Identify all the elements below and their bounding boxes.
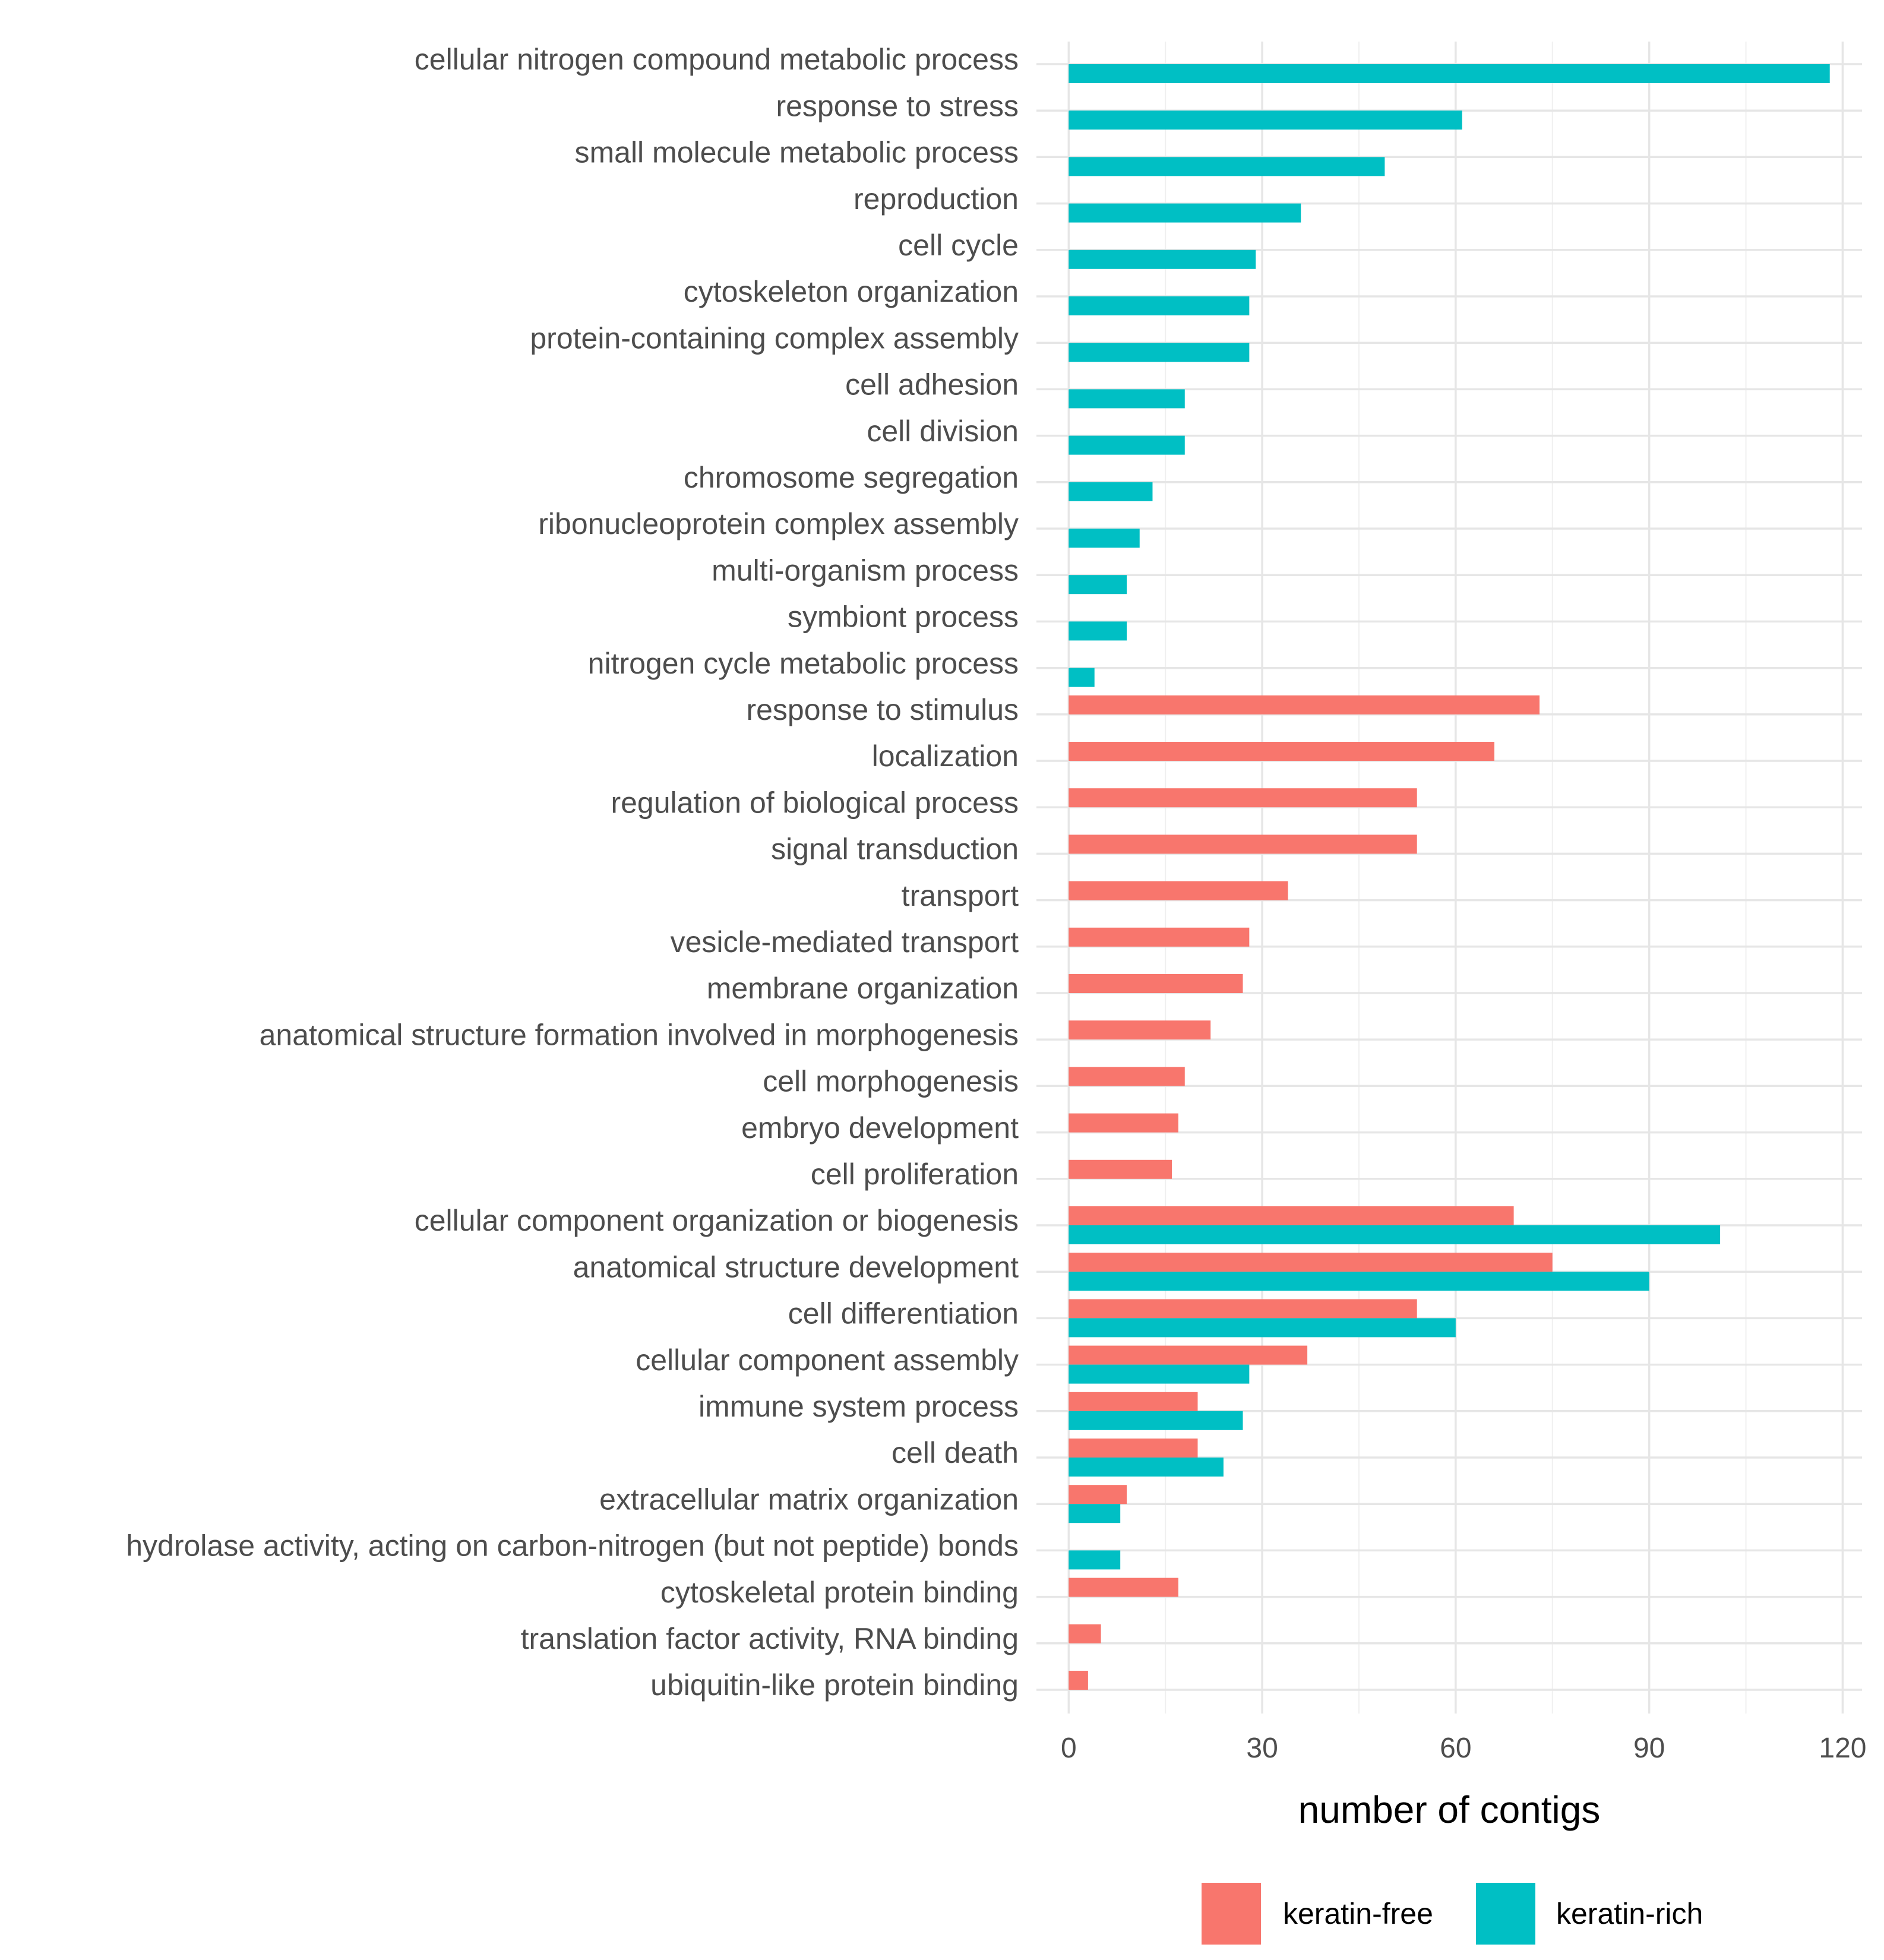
category-label: multi-organism process [712, 554, 1019, 587]
legend-label: keratin-rich [1556, 1897, 1703, 1930]
bar-keratin-rich [1069, 110, 1462, 130]
category-label: transport [902, 879, 1019, 912]
bar-keratin-rich [1069, 1364, 1250, 1384]
category-label: cytoskeletal protein binding [660, 1576, 1019, 1609]
category-label: protein-containing complex assembly [530, 321, 1019, 355]
bar-keratin-rich [1069, 1318, 1456, 1338]
category-label: ubiquitin-like protein binding [650, 1668, 1019, 1702]
bar-keratin-rich [1069, 389, 1185, 409]
category-label: immune system process [698, 1390, 1019, 1423]
category-label: vesicle-mediated transport [671, 925, 1019, 959]
bar-keratin-rich [1069, 482, 1153, 501]
x-tick-label: 90 [1633, 1733, 1665, 1764]
bar-keratin-rich [1069, 64, 1830, 83]
category-label: response to stress [776, 89, 1019, 122]
category-label: regulation of biological process [611, 786, 1019, 819]
bar-keratin-rich [1069, 1411, 1243, 1430]
category-label: embryo development [741, 1111, 1019, 1145]
bar-keratin-rich [1069, 575, 1127, 595]
bar-keratin-rich [1069, 1272, 1649, 1291]
bar-keratin-free [1069, 1299, 1417, 1319]
category-label: cellular component assembly [636, 1343, 1019, 1377]
legend-label: keratin-free [1283, 1897, 1433, 1930]
category-label: nitrogen cycle metabolic process [588, 647, 1019, 680]
bar-keratin-free [1069, 1206, 1514, 1225]
bar-keratin-free [1069, 974, 1243, 993]
x-tick-label: 60 [1440, 1733, 1471, 1764]
category-labels: cellular nitrogen compound metabolic pro… [126, 43, 1019, 1702]
bar-keratin-free [1069, 1253, 1553, 1272]
bar-keratin-free [1069, 1345, 1308, 1365]
category-label: cellular nitrogen compound metabolic pro… [415, 43, 1019, 76]
bar-keratin-free [1069, 881, 1288, 900]
bar-keratin-free [1069, 695, 1540, 715]
category-label: reproduction [854, 182, 1019, 216]
category-label: cell adhesion [845, 368, 1019, 402]
bar-keratin-rich [1069, 1458, 1224, 1477]
bar-keratin-free [1069, 1067, 1185, 1086]
category-label: membrane organization [707, 972, 1019, 1005]
category-label: cell death [892, 1436, 1019, 1469]
category-label: cell differentiation [788, 1297, 1019, 1330]
category-label: symbiont process [788, 600, 1019, 634]
bar-keratin-rich [1069, 621, 1127, 641]
category-label: cell cycle [898, 229, 1019, 262]
bar-keratin-free [1069, 927, 1250, 947]
bar-keratin-rich [1069, 203, 1301, 223]
bar-keratin-free [1069, 1578, 1178, 1597]
category-label: cell division [867, 415, 1019, 448]
bar-keratin-rich [1069, 343, 1250, 362]
legend-key [1476, 1883, 1535, 1945]
bar-keratin-free [1069, 1671, 1088, 1690]
category-label: extracellular matrix organization [599, 1482, 1019, 1516]
legend: keratin-free keratin-rich [1202, 1883, 1703, 1945]
x-tick-labels: 0 30 60 90 120 [1061, 1733, 1867, 1764]
category-label: hydrolase activity, acting on carbon-nit… [126, 1529, 1019, 1563]
bar-keratin-free [1069, 1159, 1172, 1179]
category-label: cell morphogenesis [763, 1065, 1019, 1098]
category-label: anatomical structure development [573, 1250, 1019, 1284]
bar-keratin-free [1069, 1020, 1211, 1040]
category-label: cell proliferation [811, 1158, 1019, 1191]
bar-keratin-free [1069, 1439, 1198, 1458]
bar-keratin-rich [1069, 435, 1185, 455]
bar-keratin-rich [1069, 249, 1256, 269]
bar-keratin-free [1069, 1113, 1178, 1133]
category-label: cytoskeleton organization [684, 275, 1019, 308]
bar-keratin-free [1069, 742, 1495, 761]
bar-keratin-free [1069, 1392, 1198, 1411]
bar-keratin-rich [1069, 157, 1385, 176]
bars [1069, 64, 1830, 1690]
bar-keratin-rich [1069, 1225, 1721, 1244]
bar-keratin-rich [1069, 668, 1095, 687]
x-tick-label: 120 [1819, 1733, 1866, 1764]
x-axis-title: number of contigs [1298, 1788, 1601, 1831]
category-label: signal transduction [771, 833, 1019, 866]
bar-keratin-free [1069, 788, 1417, 808]
category-label: response to stimulus [746, 693, 1019, 726]
category-label: anatomical structure formation involved … [260, 1018, 1019, 1051]
bar-keratin-rich [1069, 1550, 1121, 1570]
category-label: translation factor activity, RNA binding [521, 1622, 1019, 1655]
legend-key [1202, 1883, 1261, 1945]
x-tick-label: 0 [1061, 1733, 1077, 1764]
category-label: small molecule metabolic process [574, 136, 1019, 169]
bar-keratin-rich [1069, 529, 1140, 548]
category-label: cellular component organization or bioge… [415, 1204, 1019, 1237]
bar-keratin-rich [1069, 296, 1250, 315]
bar-keratin-rich [1069, 1504, 1121, 1523]
bar-keratin-free [1069, 1485, 1127, 1504]
category-label: chromosome segregation [684, 461, 1019, 494]
category-label: localization [872, 739, 1019, 773]
bar-keratin-free [1069, 834, 1417, 854]
bar-keratin-free [1069, 1624, 1101, 1643]
category-label: ribonucleoprotein complex assembly [538, 507, 1019, 540]
x-tick-label: 30 [1246, 1733, 1278, 1764]
